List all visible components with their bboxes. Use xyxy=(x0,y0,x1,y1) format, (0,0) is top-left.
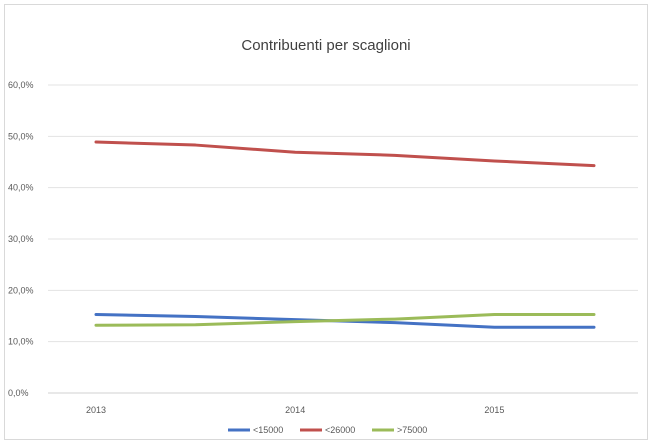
legend-label: <26000 xyxy=(325,425,355,435)
x-tick-label: 2014 xyxy=(285,405,305,415)
y-tick-label: 50,0% xyxy=(8,131,34,141)
y-tick-label: 0,0% xyxy=(8,388,29,398)
y-tick-label: 40,0% xyxy=(8,183,34,193)
x-tick-label: 2015 xyxy=(484,405,504,415)
series-line xyxy=(94,312,596,327)
legend-label: <15000 xyxy=(253,425,283,435)
y-tick-label: 20,0% xyxy=(8,285,34,295)
y-tick-label: 10,0% xyxy=(8,337,34,347)
chart-frame: Contribuenti per scaglioni xyxy=(4,4,648,440)
y-tick-label: 30,0% xyxy=(8,234,34,244)
y-tick-label: 60,0% xyxy=(8,80,34,90)
series-line xyxy=(94,140,596,168)
chart-title: Contribuenti per scaglioni xyxy=(241,37,411,54)
legend-label: >75000 xyxy=(397,425,427,435)
x-tick-label: 2013 xyxy=(86,405,106,415)
